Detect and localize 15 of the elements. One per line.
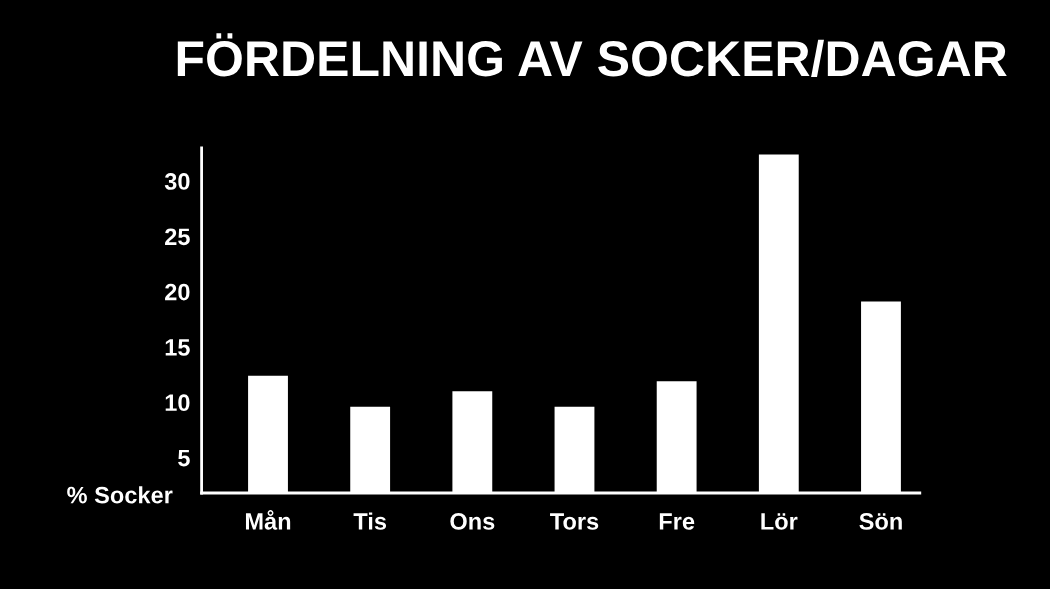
y-tick-label: 30 xyxy=(164,173,190,190)
chart-title: FÖRDELNING AV SOCKER/DAGAR xyxy=(177,33,1007,77)
y-tick-label: 20 xyxy=(165,283,190,301)
x-tick-label: Fre xyxy=(659,513,695,530)
x-tick-label: Mån xyxy=(245,510,291,530)
y-axis-title: % Socker xyxy=(67,486,173,504)
x-tick-label: Tis xyxy=(353,512,387,530)
x-tick-label: Tors xyxy=(550,513,599,530)
x-tick-label: Sön xyxy=(859,513,902,530)
x-tick-label: Ons xyxy=(450,513,495,530)
y-tick-label: 5 xyxy=(178,449,190,467)
y-tick-label: 25 xyxy=(165,228,190,246)
x-tick-label: Lör xyxy=(761,513,798,530)
y-tick-label: 15 xyxy=(165,339,190,356)
y-tick-label: 10 xyxy=(165,394,190,412)
